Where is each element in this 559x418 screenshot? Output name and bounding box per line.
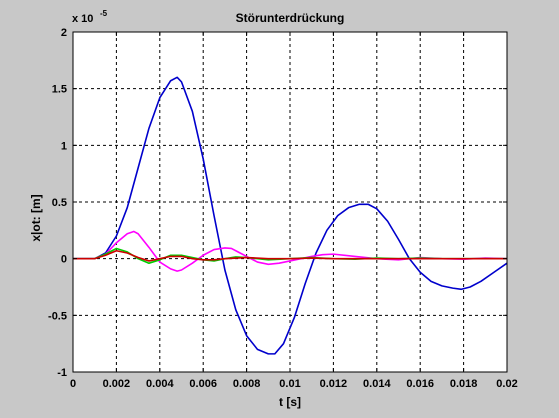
x-tick-label: 0.02 [496, 378, 517, 390]
x-tick-labels: 0 0.002 0.004 0.006 0.008 0.01 0.012 0.014 0.016… [70, 378, 518, 390]
y-tick-label: -1 [57, 367, 67, 379]
y-tick-label: 0 [61, 254, 67, 266]
y-scale-label: x 10 [72, 13, 93, 25]
series-group [73, 76, 508, 355]
tick-marks [72, 31, 508, 373]
y-scale-exponent: -5 [100, 9, 108, 18]
x-tick-label: 0.002 [103, 378, 131, 390]
y-tick-label: -0.5 [48, 310, 67, 322]
x-tick-label: 0.018 [450, 378, 478, 390]
y-tick-label: 0.5 [52, 197, 67, 209]
y-tick-labels: -1 -0.5 0 0.5 1 1.5 2 [48, 27, 67, 379]
y-axis-label: x|ot: [m] [29, 194, 43, 241]
x-axis-label: t [s] [279, 395, 301, 409]
x-tick-label: 0 [70, 378, 76, 390]
x-tick-label: 0.008 [233, 378, 261, 390]
chart-title: Störunterdrückung [236, 11, 345, 25]
x-tick-label: 0.004 [146, 378, 174, 390]
x-tick-label: 0.01 [279, 378, 300, 390]
x-tick-label: 0.006 [189, 378, 217, 390]
y-tick-label: 1.5 [52, 84, 67, 96]
series-line-4 [73, 249, 507, 262]
series-line-1 [73, 76, 508, 355]
y-tick-label: 2 [61, 27, 67, 39]
x-tick-label: 0.014 [363, 378, 391, 390]
x-tick-label: 0.016 [406, 378, 434, 390]
x-tick-label: 0.012 [320, 378, 348, 390]
y-tick-label: 1 [61, 140, 67, 152]
